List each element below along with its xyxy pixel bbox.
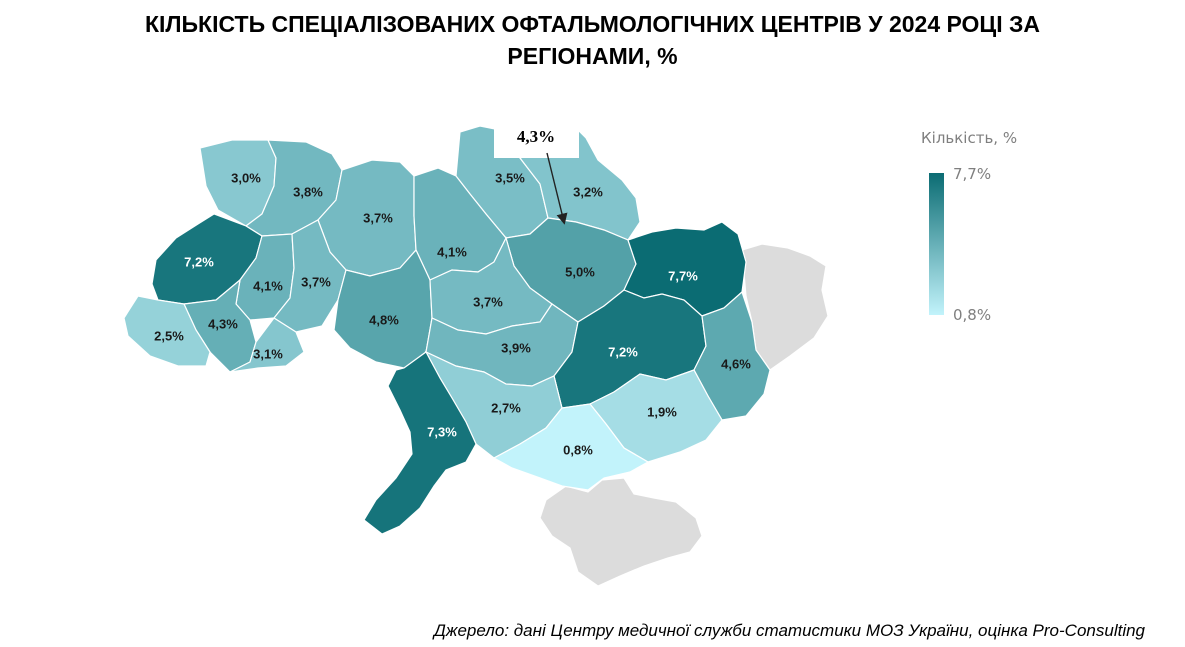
label-khmelnytskyi: 3,7% <box>301 274 331 289</box>
label-donetsk: 4,6% <box>721 356 751 371</box>
label-volyn: 3,0% <box>231 170 261 185</box>
region-chernivtsi <box>229 317 305 373</box>
source-note: Джерело: дані Центру медичної служби ста… <box>433 621 1145 640</box>
legend-max-label: 7,7% <box>953 165 992 183</box>
region-zakarpattia <box>123 295 211 367</box>
crimea-area <box>539 477 703 587</box>
label-chernihiv: 3,5% <box>495 170 525 185</box>
label-kharkiv: 7,7% <box>668 268 698 283</box>
label-rivne: 3,8% <box>293 184 323 199</box>
label-dnipropetrovsk: 7,2% <box>608 344 638 359</box>
legend-min-label: 0,8% <box>953 306 992 324</box>
callout-label: 4,3% <box>517 127 555 146</box>
legend-color-scale <box>929 173 944 315</box>
label-kherson: 0,8% <box>563 442 593 457</box>
label-ternopil: 4,1% <box>253 278 283 293</box>
label-ivano-frankivsk: 4,3% <box>208 316 238 331</box>
label-vinnytsia: 4,8% <box>369 312 399 327</box>
label-mykolaiv: 2,7% <box>491 400 521 415</box>
map-title-line-2: РЕГІОНАМИ, % <box>507 43 678 69</box>
label-kyiv: 4,1% <box>437 244 467 259</box>
region-khmelnytskyi <box>273 219 347 333</box>
label-kirovohrad: 3,9% <box>501 340 531 355</box>
label-sumy: 3,2% <box>573 184 603 199</box>
callout-box <box>494 117 579 158</box>
region-odesa <box>363 351 477 535</box>
label-zhytomyr: 3,7% <box>363 210 393 225</box>
label-chernivtsi: 3,1% <box>253 346 283 361</box>
label-lviv: 7,2% <box>184 254 214 269</box>
map-title-line-1: КІЛЬКІСТЬ СПЕЦІАЛІЗОВАНИХ ОФТАЛЬМОЛОГІЧН… <box>144 11 1041 37</box>
label-cherkasy: 3,7% <box>473 294 503 309</box>
map-title: КІЛЬКІСТЬ СПЕЦІАЛІЗОВАНИХ ОФТАЛЬМОЛОГІЧН… <box>0 8 1185 72</box>
label-zaporizhzhia: 1,9% <box>647 404 677 419</box>
callout-arrow <box>546 152 568 225</box>
label-odesa: 7,3% <box>427 424 457 439</box>
legend-title: Кількість, % <box>921 129 1018 147</box>
region-kherson <box>492 403 650 491</box>
label-zakarpattia: 2,5% <box>154 328 184 343</box>
label-poltava: 5,0% <box>565 264 595 279</box>
